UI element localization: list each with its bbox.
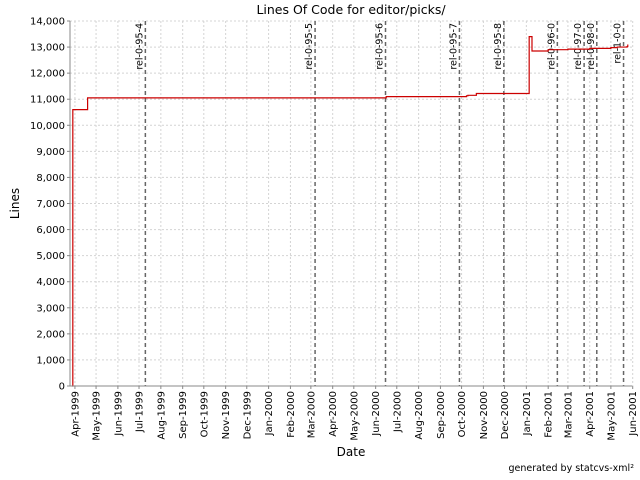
y-tick-label: 3,000 [36, 303, 65, 314]
release-label: rel-0-98-0 [586, 23, 597, 70]
x-tick-label: Dec-1999 [242, 391, 253, 439]
y-tick-label: 11,000 [30, 95, 65, 106]
x-tick-label: Aug-1999 [156, 391, 167, 440]
x-tick-label: Apr-1999 [70, 391, 81, 437]
x-tick-label: Apr-2001 [585, 391, 596, 437]
x-tick-label: Nov-1999 [221, 391, 232, 439]
x-tick-label: Oct-1999 [199, 391, 210, 437]
release-label: rel-0-95-4 [134, 23, 145, 70]
x-tick-label: Sep-1999 [178, 391, 189, 439]
release-label: rel-0-95-6 [375, 23, 386, 70]
x-tick-label: Jun-2000 [371, 391, 382, 437]
y-axis-ticks: 0 1,000 2,000 3,000 4,000 5,000 6,000 7,000 8,00… [30, 17, 70, 393]
release-label: rel-0-95-5 [304, 23, 315, 70]
generator-footer: generated by statcvs-xml² [508, 463, 634, 474]
x-tick-label: Jul-1999 [135, 391, 146, 433]
x-tick-label: Nov-2000 [479, 391, 490, 439]
y-tick-label: 7,000 [36, 199, 65, 210]
x-tick-label: Jun-1999 [113, 391, 124, 437]
release-label: rel-0-96-0 [546, 23, 557, 70]
x-tick-label: May-1999 [92, 391, 103, 441]
x-axis-title: Date [337, 445, 366, 459]
y-tick-label: 5,000 [36, 251, 65, 262]
x-tick-label: Jan-2001 [522, 391, 533, 436]
x-tick-label: Jun-2001 [628, 391, 639, 437]
x-axis-ticks: Apr-1999 May-1999 Jun-1999 Jul-1999 Aug-1999… [70, 386, 639, 441]
y-tick-label: 4,000 [36, 277, 65, 288]
grid-lines [70, 20, 634, 387]
y-tick-label: 8,000 [36, 173, 65, 184]
release-markers: rel-0-95-4 rel-0-95-5 rel-0-95-6 rel-0-95-7… [134, 21, 625, 386]
release-label: rel-0-95-7 [448, 23, 459, 70]
release-label: rel-1-0-0 [613, 23, 624, 64]
x-tick-label: Feb-2000 [286, 391, 297, 438]
x-tick-label: Feb-2001 [544, 391, 555, 438]
series-layer [72, 36, 629, 387]
x-tick-label: Oct-2000 [457, 391, 468, 437]
x-tick-label: May-2001 [606, 391, 617, 441]
y-tick-label: 1,000 [36, 355, 65, 366]
y-tick-label: 13,000 [30, 43, 65, 54]
x-tick-label: Dec-2000 [500, 391, 511, 439]
x-tick-label: Jul-2000 [392, 391, 403, 433]
x-tick-label: May-2000 [349, 391, 360, 441]
y-tick-label: 12,000 [30, 69, 65, 80]
y-tick-label: 10,000 [30, 121, 65, 132]
x-tick-label: Aug-2000 [414, 391, 425, 440]
y-tick-label: 6,000 [36, 225, 65, 236]
y-tick-label: 0 [59, 382, 65, 393]
y-tick-label: 2,000 [36, 329, 65, 340]
release-label: rel-0-95-8 [493, 23, 504, 70]
y-tick-label: 9,000 [36, 147, 65, 158]
x-tick-label: Mar-2000 [306, 391, 317, 438]
series-line-loc [72, 36, 629, 387]
x-tick-label: Apr-2000 [328, 391, 339, 437]
x-tick-label: Jan-2000 [264, 391, 275, 436]
y-tick-label: 14,000 [30, 17, 65, 28]
release-label: rel-0-97-0 [573, 23, 584, 70]
y-axis-title: Lines [8, 188, 22, 219]
x-tick-label: Sep-2000 [436, 391, 447, 439]
x-tick-label: Mar-2001 [563, 391, 574, 438]
chart-title: Lines Of Code for editor/picks/ [256, 2, 446, 17]
